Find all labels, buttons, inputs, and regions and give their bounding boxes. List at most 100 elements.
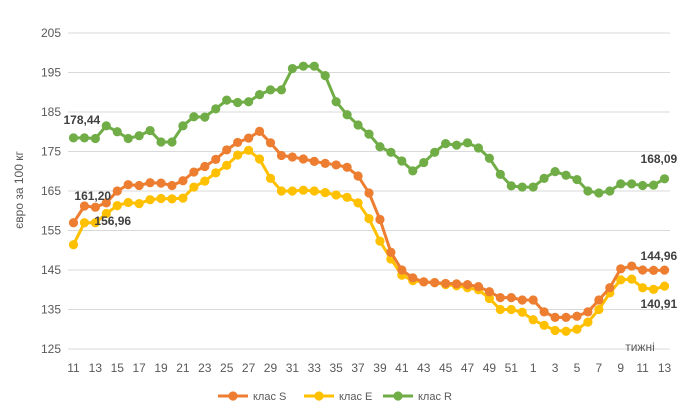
data-point — [145, 125, 155, 136]
x-axis-title: тижні — [625, 340, 655, 354]
data-point — [167, 194, 177, 204]
data-point — [419, 277, 429, 287]
data-point — [353, 120, 363, 130]
data-point — [627, 179, 637, 189]
series-lines — [68, 61, 670, 336]
x-tick-label: 13 — [658, 361, 672, 375]
x-tick-label: 31 — [286, 361, 300, 375]
x-tick-label: 45 — [439, 361, 453, 375]
data-point — [572, 311, 582, 321]
data-point — [200, 161, 210, 172]
x-tick-label: 19 — [154, 361, 168, 375]
data-point — [550, 312, 560, 322]
x-axis-ticks: 11 13 15 17 19 21 23 25 27 29 31 33 35 37 39 41 43 45 47 49… — [67, 361, 671, 375]
data-point — [309, 61, 319, 71]
data-point — [244, 145, 254, 155]
x-tick-label: 39 — [373, 361, 387, 375]
data-point — [506, 181, 516, 191]
data-point — [254, 154, 265, 164]
data-point — [211, 154, 221, 164]
data-point — [550, 167, 560, 177]
data-point — [539, 307, 549, 317]
data-point — [659, 281, 670, 291]
data-point — [594, 188, 604, 198]
data-point — [79, 218, 90, 228]
data-point — [68, 218, 79, 228]
data-point — [451, 279, 462, 289]
data-point — [309, 186, 319, 196]
data-point — [134, 131, 144, 141]
data-point — [156, 178, 166, 188]
x-tick-label: 29 — [264, 361, 278, 375]
data-point — [156, 137, 166, 147]
data-point — [484, 293, 494, 304]
legend-label: клас E — [339, 391, 372, 403]
x-tick-label: 17 — [132, 361, 146, 375]
legend-item: клас R — [383, 391, 452, 403]
y-tick-label: 165 — [41, 184, 61, 198]
data-point — [320, 187, 330, 198]
data-point — [287, 186, 297, 196]
data-point — [375, 214, 385, 225]
data-point — [101, 198, 111, 208]
data-point — [90, 133, 100, 144]
y-tick-label: 205 — [41, 26, 61, 40]
data-point — [145, 195, 155, 205]
x-tick-label: 25 — [220, 361, 234, 375]
data-point — [648, 180, 659, 190]
data-point — [528, 182, 538, 192]
data-label: 178,44 — [63, 113, 100, 127]
data-point — [419, 157, 429, 168]
x-tick-label: 21 — [176, 361, 190, 375]
x-tick-label: 9 — [617, 361, 624, 375]
y-tick-label: 145 — [41, 263, 61, 277]
data-point — [123, 133, 133, 144]
y-tick-label: 185 — [41, 105, 61, 119]
data-point — [397, 156, 407, 166]
data-point — [605, 186, 615, 196]
legend-item: клас E — [304, 391, 372, 403]
data-label: 168,09 — [641, 152, 678, 166]
data-point — [331, 97, 341, 107]
data-point — [276, 85, 287, 95]
legend: клас S клас E клас R — [218, 391, 452, 403]
data-point — [616, 264, 626, 274]
data-point — [462, 138, 473, 148]
y-tick-label: 135 — [41, 303, 61, 317]
data-point — [430, 147, 440, 157]
data-point — [495, 293, 505, 303]
data-point — [594, 295, 604, 305]
data-point — [539, 320, 549, 330]
x-tick-label: 13 — [89, 361, 103, 375]
data-point — [276, 150, 287, 161]
data-point — [90, 218, 100, 228]
legend-marker — [393, 391, 403, 401]
data-point — [265, 85, 276, 95]
data-point — [101, 121, 111, 131]
data-point — [441, 139, 451, 149]
data-point — [583, 307, 593, 317]
data-point — [233, 150, 243, 160]
data-point — [572, 174, 582, 185]
data-point — [616, 179, 626, 189]
data-label: 144,96 — [641, 249, 678, 263]
legend-label: клас R — [418, 391, 452, 403]
data-point — [408, 166, 418, 176]
data-point — [627, 261, 637, 271]
data-point — [353, 198, 363, 208]
x-tick-label: 27 — [242, 361, 256, 375]
data-point — [244, 133, 254, 143]
data-point — [386, 147, 396, 157]
data-point — [397, 265, 407, 275]
data-label: 161,20 — [74, 189, 111, 203]
data-point — [134, 180, 144, 191]
x-tick-label: 3 — [552, 361, 559, 375]
series-клас-E — [68, 145, 670, 336]
data-point — [112, 201, 122, 211]
data-point — [364, 129, 374, 139]
data-point — [430, 278, 440, 288]
data-point — [112, 127, 122, 137]
data-point — [189, 112, 199, 122]
data-point — [583, 317, 593, 327]
x-tick-label: 5 — [574, 361, 581, 375]
